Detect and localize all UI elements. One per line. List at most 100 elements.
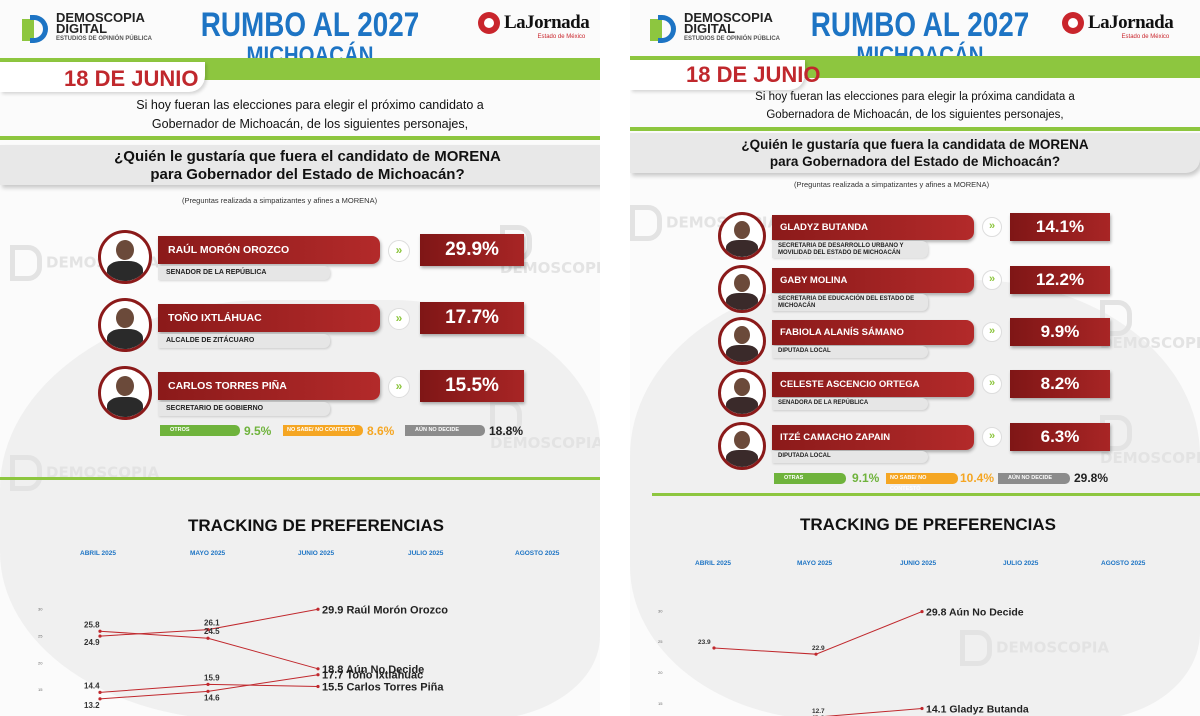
- month-label: AGOSTO 2025: [1101, 560, 1146, 567]
- date-band: [0, 62, 205, 92]
- data-label: 15.9: [204, 673, 220, 682]
- y-tick-label: 25: [38, 634, 43, 639]
- seal-icon: [478, 12, 500, 34]
- watermark: DEMOSCOPIA: [10, 455, 159, 491]
- candidate-name: TOÑO IXTLÁHUAC: [158, 304, 380, 332]
- candidate-name: CELESTE ASCENCIO ORTEGA: [772, 372, 974, 397]
- data-label: 22.9: [812, 645, 825, 652]
- data-point: [98, 634, 102, 638]
- separator: [652, 493, 1200, 496]
- month-label: MAYO 2025: [190, 550, 226, 557]
- data-label: 11.6: [812, 715, 825, 716]
- candidate-name: RAÚL MORÓN OROZCO: [158, 236, 380, 264]
- data-label: 11.6: [812, 715, 825, 716]
- lajornada-logo: LaJornada Estado de México: [478, 12, 590, 40]
- chevron-right-icon: »: [982, 322, 1002, 342]
- data-point: [206, 689, 210, 693]
- left-panel: DEMOSCOPIA DEMOSCOPIA DEMOSCOPIA DEMOSCO…: [0, 8, 600, 716]
- candidate-name: GABY MOLINA: [772, 268, 974, 293]
- chevron-right-icon: »: [982, 374, 1002, 394]
- series-end-label: 17.7 Toño Ixtláhuac: [322, 670, 423, 682]
- watermark: DEMOSCOPIA: [1100, 415, 1200, 466]
- candidate-name: GLADYZ BUTANDA: [772, 215, 974, 240]
- candidate-percent: 14.1%: [1010, 213, 1110, 241]
- others-value: 9.1%: [852, 471, 880, 485]
- chevron-right-icon: »: [982, 217, 1002, 237]
- series-end-label: 29.8 Aún No Decide: [926, 607, 1024, 619]
- series-end-label: 29.9 Raúl Morón Orozco: [322, 604, 448, 616]
- data-label: 24.5: [204, 627, 220, 636]
- watermark: DEMOSCOPIA: [960, 630, 1109, 666]
- y-tick-label: 20: [38, 660, 43, 665]
- data-point: [206, 636, 210, 640]
- data-point: [98, 690, 102, 694]
- chevron-right-icon: »: [982, 427, 1002, 447]
- data-point: [920, 609, 924, 614]
- data-label: 14.6: [204, 693, 220, 702]
- separator: [0, 477, 600, 480]
- date-label: 18 DE JUNIO: [64, 66, 199, 91]
- candidate-role: SECRETARIO DE GOBIERNO: [158, 402, 330, 416]
- chevron-right-icon: »: [982, 270, 1002, 290]
- watermark: DEMOSCOPIA: [1100, 300, 1200, 351]
- others-value: 9.5%: [244, 424, 272, 438]
- candidate-percent: 9.9%: [1010, 318, 1110, 346]
- nosabe-value: 8.6%: [367, 424, 395, 438]
- others-pill: OTROS: [160, 425, 240, 436]
- candidate-percent: 29.9%: [420, 234, 524, 266]
- demoscopia-logo: DEMOSCOPIA DIGITAL ESTUDIOS DE OPINIÓN P…: [650, 11, 780, 45]
- candidate-percent: 6.3%: [1010, 423, 1110, 451]
- candidate-percent: 15.5%: [420, 370, 524, 402]
- data-point: [920, 706, 924, 711]
- right-panel: DEMOSCOPIA DEMOSCOPIA DEMOSCOPIA DEMOSCO…: [630, 0, 1200, 716]
- series-line: [99, 630, 319, 670]
- chevron-right-icon: »: [388, 240, 410, 262]
- month-label: AGOSTO 2025: [515, 550, 560, 557]
- y-tick-label: 25: [658, 639, 663, 644]
- green-line: [0, 136, 600, 140]
- chevron-right-icon: »: [388, 308, 410, 330]
- candidate-role: DIPUTADA LOCAL: [772, 346, 928, 358]
- map-silhouette: [0, 300, 600, 716]
- data-label: 14.4: [84, 681, 100, 690]
- candidate-role: SECRETARIA DE EDUCACIÓN DEL ESTADO DE MI…: [772, 294, 928, 311]
- series-end-label: 14.1 Gladyz Butanda: [926, 704, 1029, 716]
- y-tick-label: 15: [658, 701, 663, 706]
- y-tick-label: 30: [658, 608, 663, 613]
- candidate-photo: [718, 422, 766, 470]
- nodecide-pill: AÚN NO DECIDE: [998, 473, 1070, 484]
- tracking-title: TRACKING DE PREFERENCIAS: [188, 516, 444, 535]
- date-band: [630, 60, 805, 90]
- candidate-name: CARLOS TORRES PIÑA: [158, 372, 380, 400]
- date-label: 18 DE JUNIO: [686, 62, 821, 87]
- series-line: [824, 708, 923, 716]
- nodecide-value: 29.8%: [1074, 471, 1109, 485]
- chevron-right-icon: »: [388, 376, 410, 398]
- intro-text: Si hoy fueran las elecciones para elegir…: [136, 98, 484, 131]
- data-label: 24.9: [84, 638, 100, 647]
- month-label: ABRIL 2025: [80, 550, 117, 557]
- data-point: [98, 697, 102, 701]
- data-point: [206, 682, 210, 686]
- watermark: DEMOSCOPIA: [490, 400, 600, 451]
- y-tick-label: 30: [38, 607, 43, 612]
- data-point: [316, 667, 320, 671]
- data-point: [316, 684, 320, 689]
- candidate-photo: [718, 265, 766, 313]
- question-note: (Preguntas realizada a simpatizantes y a…: [794, 180, 990, 189]
- month-label: JULIO 2025: [1003, 560, 1039, 567]
- data-point: [98, 629, 102, 633]
- seal-icon: [1062, 12, 1084, 34]
- candidate-photo: [98, 230, 152, 284]
- data-point: [316, 673, 320, 677]
- tracking-title: TRACKING DE PREFERENCIAS: [800, 515, 1056, 534]
- data-label: 23.9: [698, 639, 711, 646]
- candidate-photo: [718, 369, 766, 417]
- month-label: ABRIL 2025: [695, 560, 732, 567]
- candidate-role: SECRETARIA DE DESARROLLO URBANO Y MOVILI…: [772, 241, 928, 258]
- candidate-percent: 8.2%: [1010, 370, 1110, 398]
- candidate-role: SENADOR DE LA REPÚBLICA: [158, 266, 330, 280]
- others-pill: OTRAS: [774, 473, 846, 484]
- question-box: ¿Quién le gustaría que fuera el candidat…: [0, 145, 600, 185]
- candidate-name: ITZÉ CAMACHO ZAPAIN: [772, 425, 974, 450]
